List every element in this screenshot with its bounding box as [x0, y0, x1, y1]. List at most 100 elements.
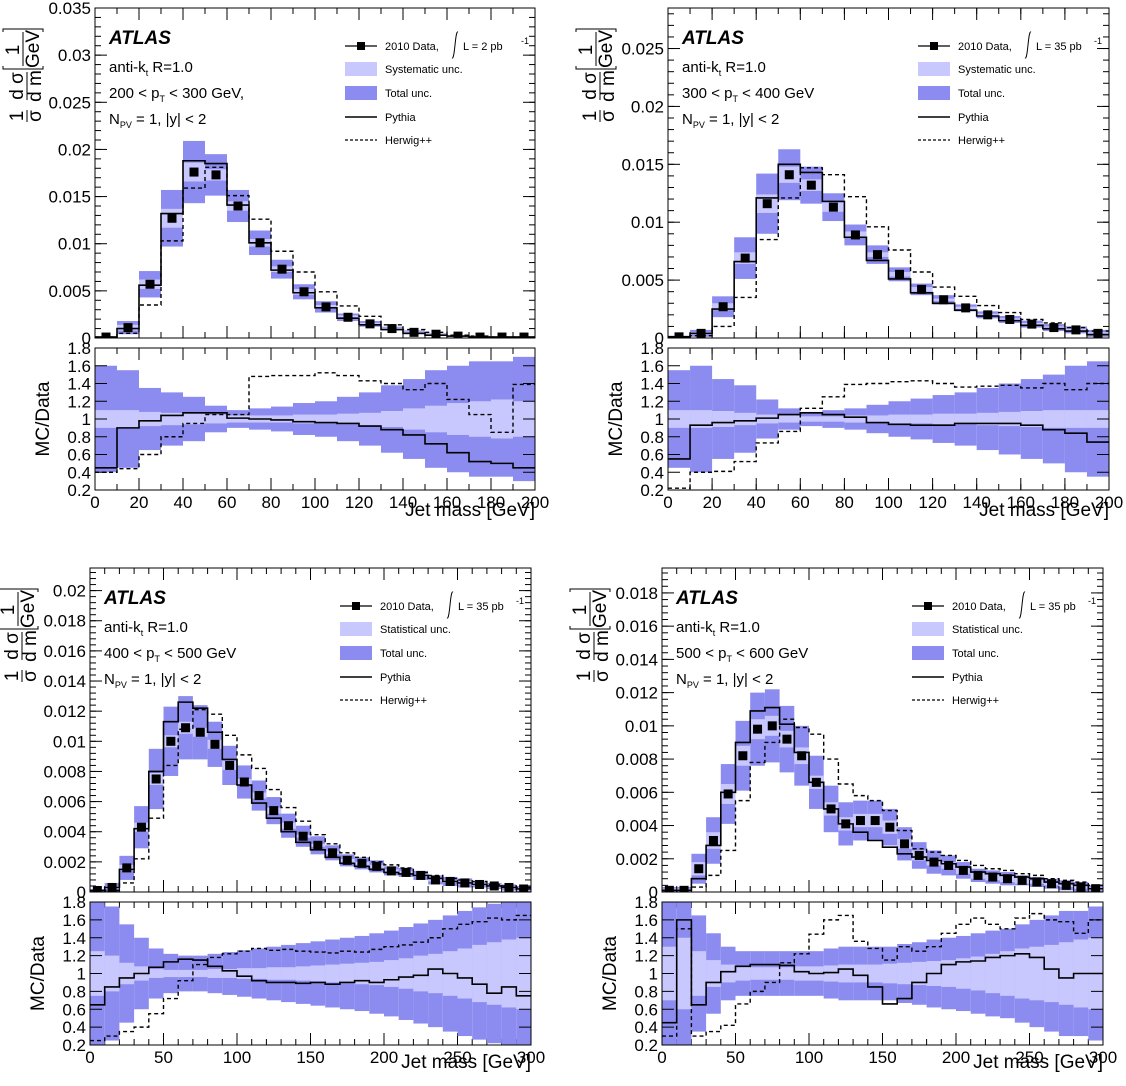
data-point [784, 170, 794, 180]
ratio-syst-band [794, 966, 809, 981]
info-part: < 600 GeV [732, 645, 808, 662]
ratio-syst-band [764, 967, 780, 980]
data-point [1071, 325, 1081, 335]
data-point [1032, 877, 1042, 887]
info-part: N [104, 671, 115, 688]
bracket-left [575, 66, 617, 70]
y-tick-label: 0.005 [48, 282, 91, 301]
data-point [900, 839, 910, 849]
ratio-syst-band [163, 969, 179, 978]
ratio-syst-band [501, 939, 517, 1008]
x-tick-label: 300 [517, 1048, 545, 1067]
main-plot-area [90, 696, 531, 892]
legend: 2010 Data, L = 35 pb -1 Statistical unc. Tot… [912, 591, 1096, 707]
ratio-y-tick-label: 0.4 [67, 463, 91, 482]
y-label-numerator: d σ [2, 632, 23, 660]
ratio-syst-band [888, 414, 911, 424]
x-tick-label: 180 [1051, 493, 1079, 512]
ratio-herwig [90, 914, 531, 1042]
ratio-y-tick-label: 0.2 [634, 1036, 658, 1055]
ratio-y-tick-label: 0.6 [62, 1000, 86, 1019]
data-point [929, 857, 939, 867]
data-point [1076, 882, 1086, 892]
ratio-syst-band [425, 405, 447, 433]
ratio-herwig [662, 912, 1103, 1037]
legend-lumi-exponent: -1 [521, 36, 529, 46]
data-point [1002, 874, 1012, 884]
y-tick-label: 0.02 [631, 97, 664, 116]
x-axis-label: Jet mass [GeV] [405, 500, 535, 521]
y-label-unit-one: 1 [576, 45, 597, 56]
ratio-syst-band [756, 414, 779, 424]
ratio-y-label-text: MC/Data [600, 936, 621, 1011]
y-tick-label: 0.014 [615, 650, 658, 669]
ratio-y-tick-label: 0.4 [640, 463, 664, 482]
ratio-syst-band [1044, 944, 1059, 1003]
ratio-y-tick-label: 1.4 [62, 929, 86, 948]
y-label-one: 1 [2, 671, 23, 682]
legend-data-marker [357, 42, 365, 50]
data-point [519, 332, 529, 338]
info-part: anti-k [104, 619, 141, 636]
ratio-y-tick-label: 1.2 [67, 392, 91, 411]
y-label-one: 1 [7, 111, 28, 122]
data-point [255, 238, 265, 248]
data-point [313, 840, 323, 850]
data-point [225, 760, 235, 770]
data-point [431, 329, 441, 338]
y-tick-label: 0 [77, 883, 86, 902]
y-label-sigma: σ [25, 110, 46, 122]
x-tick-label: 80 [262, 493, 281, 512]
data-point [806, 180, 816, 190]
info-pt-range: 300 < pT < 400 GeV [682, 85, 814, 104]
info-part: t [146, 68, 149, 78]
ratio-syst-band [800, 416, 823, 422]
y-label-one: 1 [574, 671, 595, 682]
y-tick-label: 0.015 [48, 188, 91, 207]
legend-lumi-label: L = 35 pb [1030, 601, 1076, 613]
info-algorithm: anti-kt R=1.0 [676, 619, 760, 638]
legend-lumi-exponent: -1 [1088, 596, 1096, 606]
data-point [828, 202, 838, 212]
data-point [723, 789, 733, 799]
x-tick-label: 40 [747, 493, 766, 512]
data-point [740, 253, 750, 263]
y-label-one: 1 [580, 111, 601, 122]
data-point [233, 201, 243, 211]
legend-band1-label: Statistical unc. [952, 624, 1023, 636]
ratio-y-tick-label: 1.2 [62, 947, 86, 966]
data-point [372, 861, 382, 871]
ratio-plot-area [95, 356, 535, 482]
ratio-y-tick-label: 1.8 [640, 339, 664, 358]
data-point [211, 170, 221, 180]
legend-data-label: 2010 Data, [380, 601, 434, 613]
y-tick-label: 0.025 [621, 40, 664, 59]
ratio-syst-band [354, 962, 370, 985]
ratio-syst-band [325, 964, 340, 983]
ratio-syst-band [491, 399, 513, 439]
ratio-syst-band [932, 413, 955, 425]
ratio-syst-band [976, 412, 999, 426]
info-part: = 1, |y| < 2 [127, 671, 202, 688]
y-tick-label: 0.014 [43, 672, 86, 691]
info-part: < 500 GeV [160, 645, 236, 662]
y-tick-label: 0.016 [615, 617, 658, 636]
ratio-syst-band [117, 410, 139, 428]
ratio-syst-band [897, 962, 912, 985]
data-point [708, 835, 718, 845]
ratio-syst-band [398, 958, 414, 989]
ratio-y-label-text: MC/Data [606, 381, 627, 456]
ratio-syst-band [271, 415, 293, 423]
legend: 2010 Data, L = 35 pb -1 Statistical unc. Tot… [340, 591, 524, 707]
ratio-herwig [95, 372, 535, 473]
ratio-syst-band [954, 413, 977, 425]
ratio-syst-band [720, 964, 736, 983]
ratio-syst-band [237, 968, 252, 979]
ratio-syst-band [178, 969, 193, 978]
pythia-histogram [662, 706, 1103, 892]
y-tick-label: 0 [82, 329, 91, 348]
data-point [401, 867, 411, 877]
info-part: N [676, 671, 687, 688]
info-part: = 1, |y| < 2 [705, 111, 780, 128]
